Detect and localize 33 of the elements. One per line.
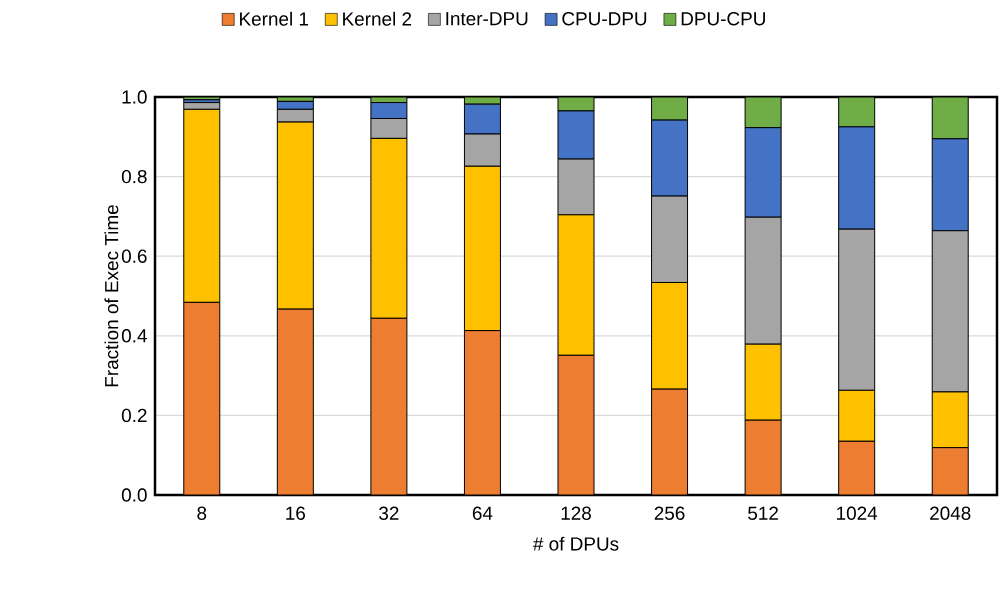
bar <box>370 317 408 496</box>
bar <box>463 330 501 496</box>
y-axis-title: Fraction of Exec Time <box>104 205 119 387</box>
bar <box>931 97 969 140</box>
bar <box>651 388 689 496</box>
y-tick-label: 0.8 <box>121 169 147 184</box>
x-tick-label: 32 <box>379 506 399 520</box>
bar <box>183 301 221 496</box>
x-tick-label: 256 <box>654 506 685 520</box>
bar <box>838 97 876 128</box>
bar <box>557 354 595 496</box>
x-tick-label: 512 <box>748 506 778 520</box>
x-tick-label: 2048 <box>930 506 971 520</box>
bar <box>838 440 876 496</box>
x-tick-label: 1024 <box>837 506 878 520</box>
x-tick-label: 8 <box>197 506 207 520</box>
legend-label: Kernel 2 <box>343 11 412 26</box>
bar <box>744 419 782 496</box>
y-tick-label: 1.0 <box>122 90 147 104</box>
legend-label: Inter-DPU <box>446 12 528 26</box>
y-tick-label: 0.6 <box>121 249 147 263</box>
legend-label: DPU-CPU <box>681 12 765 26</box>
legend-label: Kernel 1 <box>240 11 309 26</box>
bar <box>276 308 314 496</box>
bar <box>931 447 969 496</box>
x-tick-label: 64 <box>472 506 493 520</box>
x-axis-title: # of DPUs <box>532 536 619 551</box>
x-tick-label: 16 <box>286 506 306 520</box>
x-tick-label: 128 <box>561 506 591 520</box>
legend-label: CPU-DPU <box>562 12 647 26</box>
y-tick-label: 0.2 <box>121 408 147 423</box>
y-tick-label: 0.4 <box>121 329 147 343</box>
y-tick-label: 0.0 <box>121 488 147 502</box>
